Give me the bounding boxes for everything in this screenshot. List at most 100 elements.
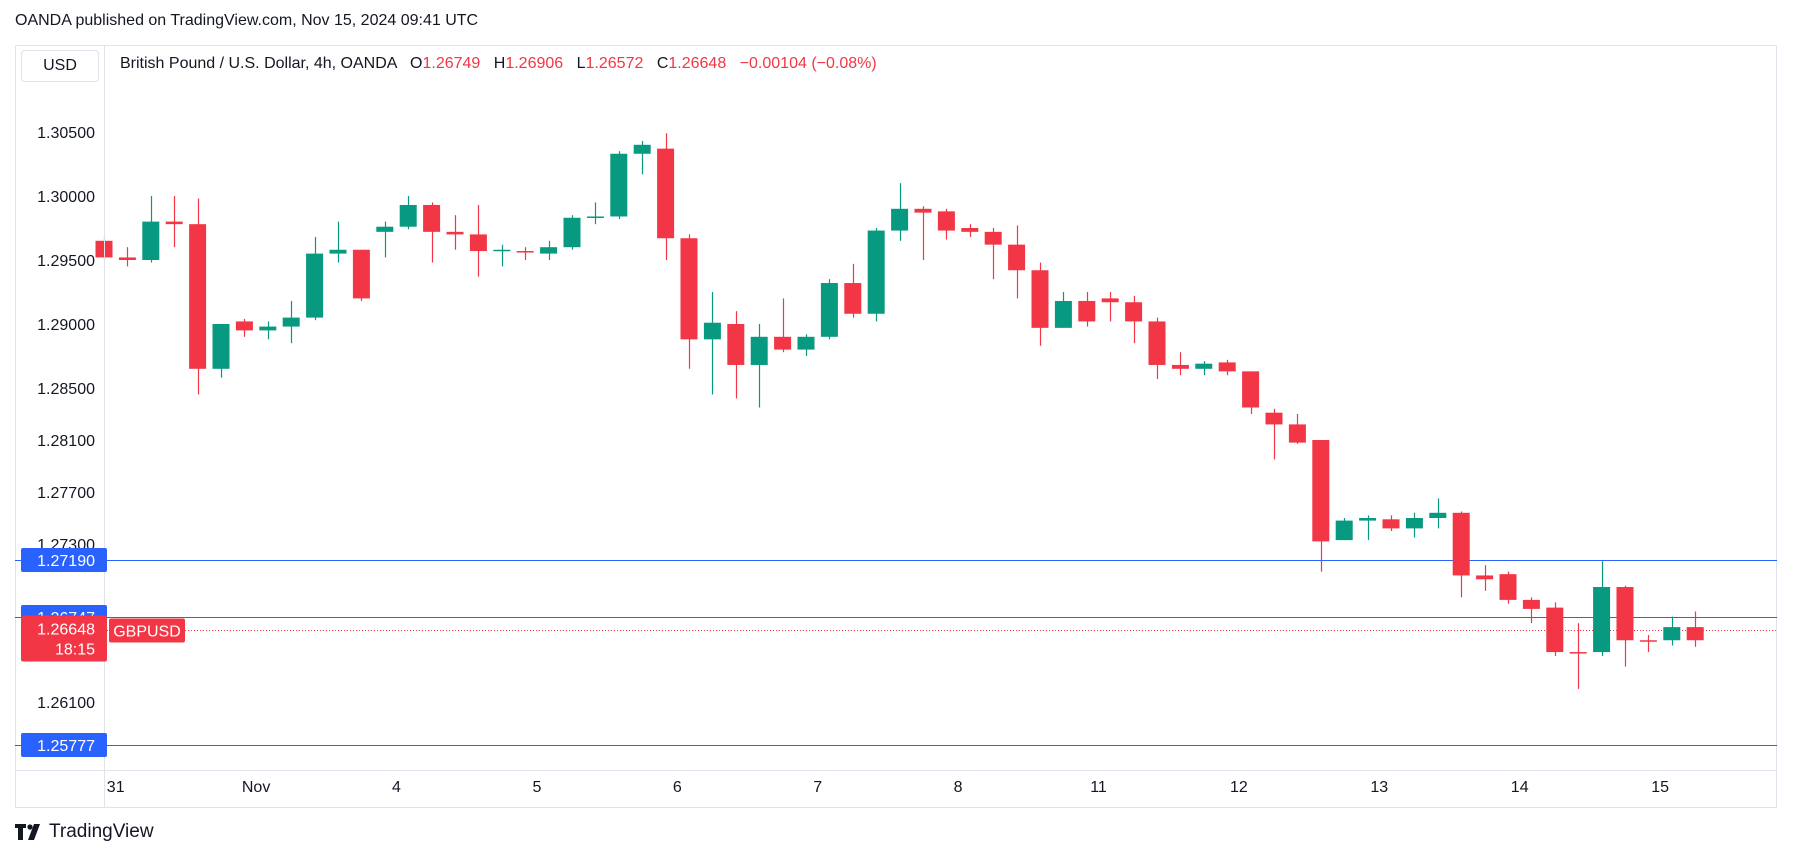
- candle-body: [1195, 363, 1213, 369]
- candle[interactable]: [914, 206, 932, 260]
- candle-body: [212, 324, 230, 369]
- candle[interactable]: [820, 279, 838, 340]
- tradingview-logo-icon: [15, 824, 40, 840]
- candle[interactable]: [727, 311, 745, 399]
- candle[interactable]: [1359, 515, 1377, 541]
- price-line-badge-label: 1.27190: [37, 553, 95, 570]
- candle[interactable]: [1288, 414, 1306, 444]
- candle[interactable]: [586, 202, 604, 225]
- candle[interactable]: [680, 234, 698, 369]
- candle-body: [540, 247, 558, 254]
- candle[interactable]: [1639, 634, 1657, 653]
- candle-body: [306, 253, 324, 318]
- candle[interactable]: [1382, 515, 1400, 531]
- price-line-badge-label: 1.25777: [37, 738, 95, 755]
- candle[interactable]: [1312, 440, 1330, 572]
- candle[interactable]: [1008, 225, 1026, 299]
- candle-body: [1148, 321, 1166, 365]
- candle[interactable]: [1663, 616, 1681, 646]
- candle-body: [1031, 270, 1049, 328]
- candle[interactable]: [610, 151, 628, 220]
- candle-body: [1218, 362, 1236, 372]
- candle-body: [423, 204, 441, 232]
- candle-body: [657, 148, 675, 239]
- candle[interactable]: [1171, 352, 1189, 376]
- y-tick-label: 1.29500: [37, 253, 95, 270]
- candle[interactable]: [563, 215, 581, 250]
- candle[interactable]: [1031, 262, 1049, 346]
- candle[interactable]: [703, 292, 721, 395]
- symbol-description[interactable]: British Pound / U.S. Dollar, 4h, OANDA: [120, 55, 397, 72]
- candle[interactable]: [1593, 561, 1611, 657]
- candle[interactable]: [984, 228, 1002, 280]
- candle[interactable]: [633, 140, 651, 175]
- x-tick-label: 5: [532, 779, 541, 796]
- candle[interactable]: [1616, 585, 1634, 667]
- candle[interactable]: [212, 324, 230, 378]
- candle[interactable]: [1429, 498, 1447, 529]
- candle[interactable]: [446, 215, 464, 250]
- candle-body: [469, 234, 487, 252]
- candle[interactable]: [189, 198, 207, 395]
- candle[interactable]: [867, 228, 885, 322]
- candle[interactable]: [1522, 597, 1540, 624]
- candle[interactable]: [235, 318, 253, 337]
- candle[interactable]: [118, 247, 136, 267]
- tradingview-logo[interactable]: TradingView: [15, 821, 154, 843]
- candle-body: [399, 204, 417, 227]
- candle[interactable]: [1101, 292, 1119, 322]
- y-tick-label: 1.27700: [37, 485, 95, 502]
- candle[interactable]: [493, 244, 511, 267]
- candle[interactable]: [259, 321, 277, 340]
- candle[interactable]: [1546, 602, 1564, 657]
- candle[interactable]: [1242, 371, 1260, 414]
- x-tick-label: 13: [1370, 779, 1388, 796]
- price-line-badge[interactable]: 1.25777: [21, 733, 107, 757]
- candle[interactable]: [797, 334, 815, 356]
- candle[interactable]: [844, 263, 862, 318]
- candle[interactable]: [1405, 512, 1423, 538]
- candle[interactable]: [1148, 317, 1166, 380]
- candle-body: [937, 211, 955, 231]
- candle[interactable]: [1476, 565, 1494, 591]
- high-value: 1.26906: [505, 55, 564, 72]
- candle[interactable]: [1265, 408, 1283, 460]
- candle[interactable]: [1195, 361, 1213, 376]
- candle[interactable]: [469, 204, 487, 277]
- candle[interactable]: [937, 208, 955, 240]
- candle[interactable]: [376, 221, 394, 258]
- candle[interactable]: [1218, 359, 1236, 376]
- candle[interactable]: [891, 183, 909, 241]
- candle[interactable]: [961, 224, 979, 237]
- candle[interactable]: [1078, 292, 1096, 327]
- candle[interactable]: [1125, 295, 1143, 344]
- candle[interactable]: [306, 236, 324, 321]
- candle-body: [142, 221, 160, 260]
- candle[interactable]: [657, 133, 675, 260]
- candle[interactable]: [540, 240, 558, 260]
- candle[interactable]: [1569, 623, 1587, 689]
- candle-body: [1265, 412, 1283, 425]
- tradingview-wordmark: TradingView: [49, 821, 154, 842]
- currency-selector-button[interactable]: USD: [21, 50, 99, 82]
- candle[interactable]: [399, 196, 417, 230]
- candle[interactable]: [165, 196, 183, 248]
- price-line-badge[interactable]: 1.27190: [21, 548, 107, 572]
- candle[interactable]: [774, 298, 792, 353]
- candle[interactable]: [1054, 292, 1072, 328]
- candle[interactable]: [142, 196, 160, 263]
- candle[interactable]: [352, 249, 370, 301]
- candle-body: [446, 231, 464, 235]
- candle[interactable]: [329, 221, 347, 263]
- candle[interactable]: [423, 202, 441, 263]
- candle[interactable]: [1335, 518, 1353, 541]
- candle[interactable]: [1686, 611, 1704, 647]
- candle-body: [1054, 300, 1072, 328]
- candle[interactable]: [1499, 571, 1517, 604]
- candle[interactable]: [1452, 511, 1470, 598]
- candle[interactable]: [282, 300, 300, 344]
- candle[interactable]: [516, 247, 534, 260]
- bar-countdown-label: 18:15: [55, 642, 95, 659]
- candle[interactable]: [750, 324, 768, 408]
